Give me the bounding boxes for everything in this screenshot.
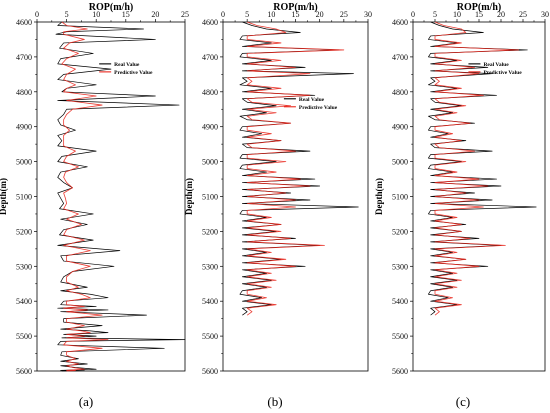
x-tick-label: 30: [364, 10, 372, 19]
y-tick-label: 4600: [16, 18, 32, 27]
series-line-predictive-value: [61, 21, 109, 372]
x-tick-label: 20: [497, 10, 505, 19]
x-tick-label: 20: [151, 10, 159, 19]
y-tick-label: 4700: [392, 53, 408, 62]
y-tick-label: 5100: [16, 193, 32, 202]
x-tick-label: 5: [65, 10, 69, 19]
y-tick-label: 4900: [202, 123, 218, 132]
legend-label: Real Value: [299, 97, 325, 103]
legend: Real Value Predictive Value: [468, 62, 522, 76]
y-tick-label: 4700: [202, 53, 218, 62]
series-line-real-value: [428, 21, 537, 316]
legend: Real Value Predictive Value: [99, 62, 153, 76]
y-axis-title: Depth(m): [184, 178, 194, 215]
legend-label: Predictive Value: [299, 105, 338, 111]
x-tick-label: 20: [316, 10, 324, 19]
x-tick-label: 25: [340, 10, 348, 19]
y-tick-label: 5200: [392, 227, 408, 236]
x-tick-label: 25: [181, 10, 189, 19]
legend-label: Real Value: [483, 62, 509, 68]
legend-label: Predictive Value: [114, 70, 153, 76]
x-axis-title: ROP(m/h): [273, 2, 317, 13]
panel-caption: (a): [79, 394, 93, 409]
y-tick-label: 5100: [392, 193, 408, 202]
y-tick-label: 5500: [392, 332, 408, 341]
y-axis-title: Depth(m): [374, 178, 384, 215]
y-tick-label: 5600: [392, 367, 408, 376]
y-tick-label: 4800: [202, 88, 218, 97]
x-tick-label: 15: [292, 10, 300, 19]
legend-label: Predictive Value: [483, 70, 522, 76]
x-tick-label: 0: [411, 10, 415, 19]
x-tick-label: 25: [519, 10, 527, 19]
x-axis-title: ROP(m/h): [89, 2, 133, 13]
x-tick-label: 10: [453, 10, 461, 19]
x-axis-title: ROP(m/h): [457, 2, 501, 13]
series-line-real-value: [55, 21, 186, 372]
series-line-predictive-value: [246, 21, 345, 316]
y-tick-label: 5300: [202, 262, 218, 271]
y-tick-label: 5600: [202, 367, 218, 376]
plot-frame: [36, 21, 186, 372]
y-tick-label: 5200: [16, 227, 32, 236]
x-tick-label: 15: [122, 10, 130, 19]
y-tick-label: 5300: [392, 262, 408, 271]
legend-label: Real Value: [114, 62, 140, 68]
y-tick-label: 5300: [16, 262, 32, 271]
y-tick-label: 4600: [392, 18, 408, 27]
x-tick-label: 0: [221, 10, 225, 19]
y-tick-label: 4600: [202, 18, 218, 27]
y-tick-label: 5400: [16, 297, 32, 306]
y-tick-label: 5200: [202, 227, 218, 236]
y-tick-label: 4800: [392, 88, 408, 97]
y-tick-label: 5100: [202, 193, 218, 202]
x-tick-label: 10: [267, 10, 275, 19]
panel-2: 0 5 10 15 20 25 30 4600 4700 4800 4900 5000 5100 5200…: [184, 2, 372, 409]
panel-caption: (b): [267, 394, 282, 409]
x-tick-label: 5: [245, 10, 249, 19]
y-tick-label: 5000: [16, 158, 32, 167]
y-axis-title: Depth(m): [0, 178, 8, 215]
y-tick-label: 4900: [392, 123, 408, 132]
series-line-predictive-value: [434, 21, 519, 316]
y-tick-label: 4700: [16, 53, 32, 62]
x-tick-label: 10: [92, 10, 100, 19]
panel-caption: (c): [456, 394, 470, 409]
panel-1: 0 5 10 15 20 25 4600 4700 4800 4900 5000 5100 5200 53…: [0, 2, 189, 409]
x-tick-label: 5: [433, 10, 437, 19]
y-tick-label: 4800: [16, 88, 32, 97]
y-tick-label: 5400: [202, 297, 218, 306]
y-tick-label: 5000: [202, 158, 218, 167]
x-tick-label: 0: [35, 10, 39, 19]
y-tick-label: 5500: [202, 332, 218, 341]
x-tick-label: 30: [541, 10, 549, 19]
legend: Real Value Predictive Value: [283, 97, 338, 111]
y-tick-label: 4900: [16, 123, 32, 132]
y-tick-label: 5000: [392, 158, 408, 167]
series-line-real-value: [239, 21, 359, 316]
y-tick-label: 5400: [392, 297, 408, 306]
x-tick-label: 15: [475, 10, 483, 19]
panel-3: 0 5 10 15 20 25 30 4600 4700 4800 4900 5000 5100 5200…: [374, 2, 549, 409]
y-tick-label: 5500: [16, 332, 32, 341]
y-tick-label: 5600: [16, 367, 32, 376]
